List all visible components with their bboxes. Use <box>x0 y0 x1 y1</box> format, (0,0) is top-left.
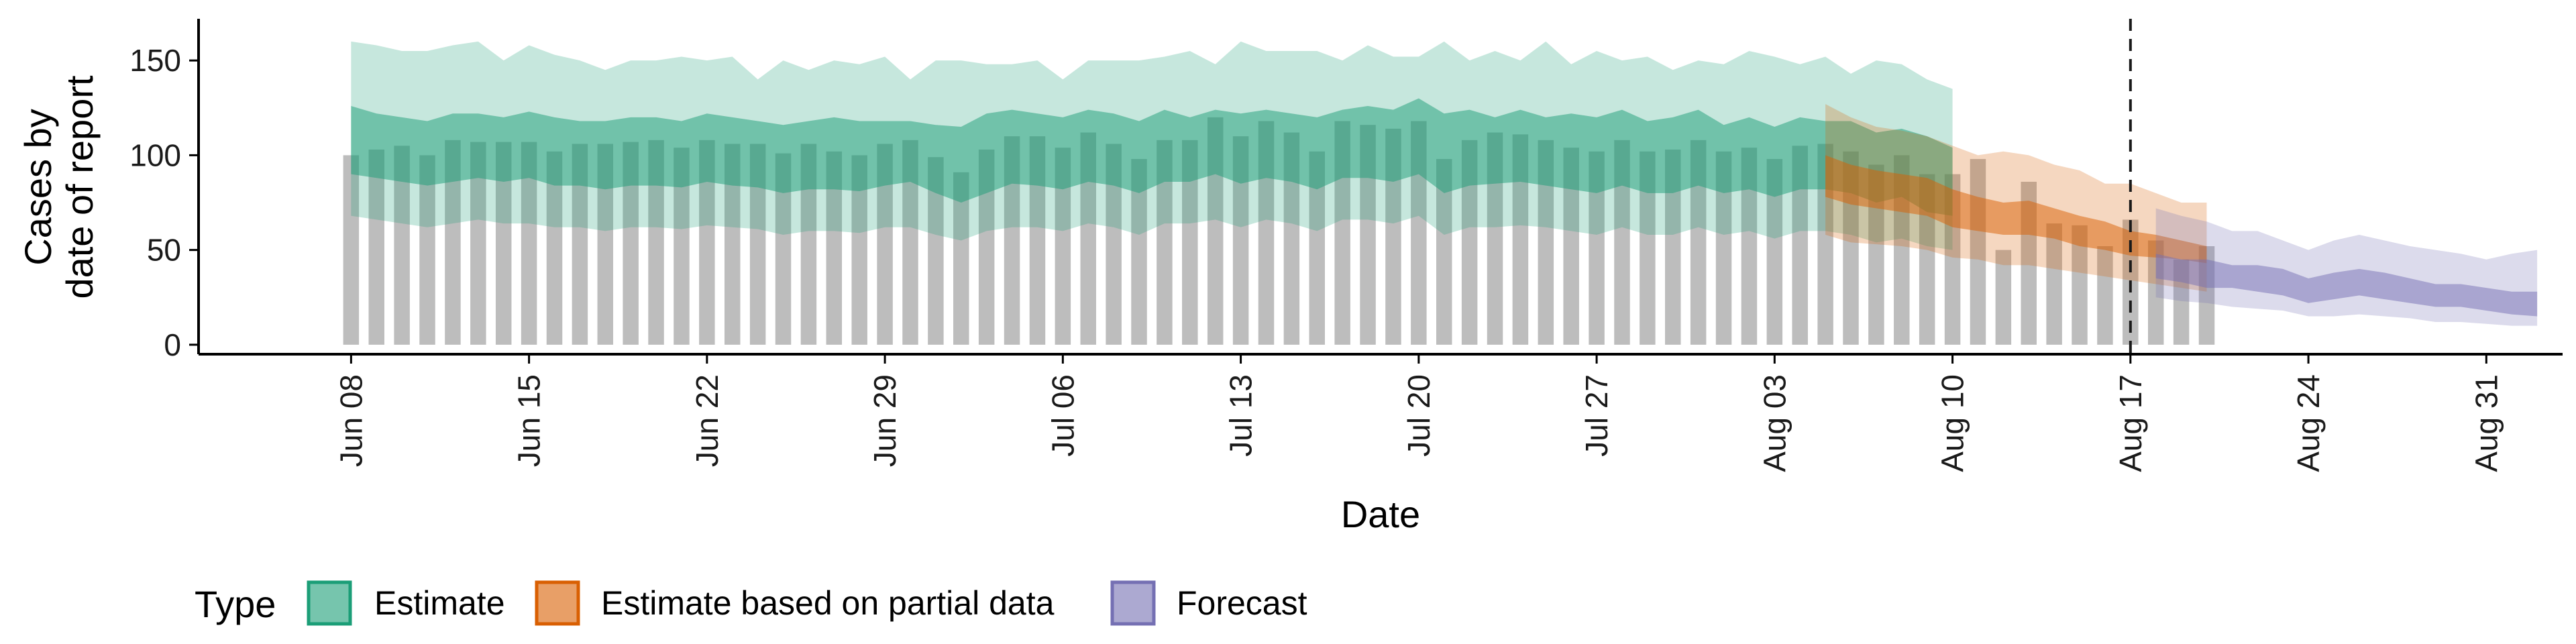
reported-case-bar <box>1232 136 1249 345</box>
reported-case-bar <box>674 148 690 345</box>
reported-case-bar <box>1182 140 1198 345</box>
x-tick-label: Jun 22 <box>690 374 724 467</box>
estimate-inner-band <box>351 98 1953 216</box>
x-tick-label: Jul 13 <box>1224 374 1258 457</box>
x-tick-label: Jul 20 <box>1401 374 1436 457</box>
legend-swatch-estimate <box>307 580 352 626</box>
reported-case-bar <box>877 144 893 345</box>
x-tick-label: Jul 27 <box>1579 374 1614 457</box>
reported-case-bar <box>1029 136 1046 345</box>
reported-case-bar <box>1309 151 1326 345</box>
reported-case-bar <box>1715 151 1732 345</box>
reported-case-bar <box>1563 148 1579 345</box>
reported-case-bar <box>851 155 867 345</box>
reported-case-bar <box>902 140 918 345</box>
reported-case-bar <box>1283 132 1300 345</box>
reported-case-bar <box>495 142 512 345</box>
x-axis-title: Date <box>1341 493 1420 535</box>
reported-case-bar <box>724 144 741 345</box>
y-tick-label: 100 <box>129 138 181 172</box>
reported-case-bar <box>826 151 843 345</box>
legend-label-forecast: Forecast <box>1177 584 1307 622</box>
x-tick-label: Aug 03 <box>1757 374 1792 472</box>
reported-case-bar <box>1055 148 1071 345</box>
legend: Type Estimate Estimate based on partial … <box>195 580 1307 626</box>
x-axis: Jun 08 Jun 15 Jun 22 Jun 29 Jul 06 Jul 13 Jul … <box>199 353 2563 472</box>
reported-case-bar <box>775 153 792 345</box>
x-tick-label: Jun 08 <box>333 374 368 467</box>
reported-case-bar <box>648 140 664 345</box>
reported-case-bar <box>1080 132 1096 345</box>
reported-case-bar <box>1792 146 1808 345</box>
reported-case-bar <box>419 155 435 345</box>
x-tick-label: Jun 29 <box>867 374 902 467</box>
reported-case-bar <box>1640 151 1656 345</box>
y-tick-label: 150 <box>129 43 181 78</box>
legend-label-estimate: Estimate <box>374 584 505 622</box>
reported-case-bar <box>1995 250 2012 345</box>
estimate-based-on-partial-data-inner-band <box>1825 155 2207 264</box>
reported-case-bar <box>1741 148 1758 345</box>
reported-case-bar <box>1360 125 1376 345</box>
reported-case-bar <box>1385 128 1401 345</box>
reported-case-bar <box>953 172 969 345</box>
x-tick-label: Aug 17 <box>2113 374 2148 472</box>
reported-case-bar <box>1512 134 1529 345</box>
reported-case-bar <box>1436 159 1452 345</box>
reported-case-bar <box>394 146 410 345</box>
reported-case-bar <box>572 144 588 345</box>
reported-case-bar <box>1766 159 1783 345</box>
x-tick-label: Aug 31 <box>2469 374 2504 472</box>
reported-case-bar <box>800 144 817 345</box>
reported-case-bar <box>1106 144 1122 345</box>
reported-case-bar <box>1157 140 1173 345</box>
x-tick-label: Aug 10 <box>1935 374 1970 472</box>
reported-case-bar <box>1461 140 1478 345</box>
reported-case-bar <box>2046 223 2062 345</box>
reported-case-bar <box>1614 140 1630 345</box>
legend-swatch-forecast <box>1110 580 1156 626</box>
reported-case-bar <box>749 144 766 345</box>
x-tick-label: Jun 15 <box>512 374 547 467</box>
reported-case-bar <box>1589 151 1605 345</box>
y-axis: 0 50 100 150 <box>129 19 200 362</box>
reported-case-bar <box>699 140 715 345</box>
x-tick-label: Aug 24 <box>2291 374 2326 472</box>
reported-case-bar <box>928 157 944 345</box>
reported-case-bar <box>597 144 614 345</box>
legend-swatch-partial <box>535 580 580 626</box>
reported-case-bar <box>368 149 384 345</box>
reported-case-bar <box>1538 140 1554 345</box>
y-axis-title-line-2: date of report <box>58 75 101 299</box>
x-tick-label: Jul 06 <box>1045 374 1080 457</box>
reported-case-bar <box>1487 132 1503 345</box>
y-tick-label: 50 <box>147 233 181 268</box>
y-axis-title-line-1: Cases by <box>17 109 59 265</box>
reported-case-bar <box>2072 225 2088 345</box>
reported-case-bar <box>623 142 639 345</box>
reported-case-bar <box>546 151 563 345</box>
reported-case-bar <box>343 155 360 345</box>
reported-case-bar <box>470 142 486 345</box>
reported-case-bar <box>1690 140 1707 345</box>
reported-case-bar <box>978 149 995 345</box>
legend-label-partial: Estimate based on partial data <box>601 584 1055 622</box>
bands-layer <box>351 41 2538 326</box>
reported-case-bar <box>1665 149 1681 345</box>
reported-case-bar <box>521 142 537 345</box>
reported-case-bar <box>445 140 461 345</box>
y-tick-label: 0 <box>164 327 181 362</box>
forecast-inner-band <box>2155 254 2538 317</box>
reported-case-bar <box>1868 164 1884 345</box>
legend-title: Type <box>195 583 276 625</box>
reported-case-bar <box>1004 136 1020 345</box>
reported-case-bar <box>2097 246 2113 345</box>
reported-case-bar <box>1131 159 1147 345</box>
